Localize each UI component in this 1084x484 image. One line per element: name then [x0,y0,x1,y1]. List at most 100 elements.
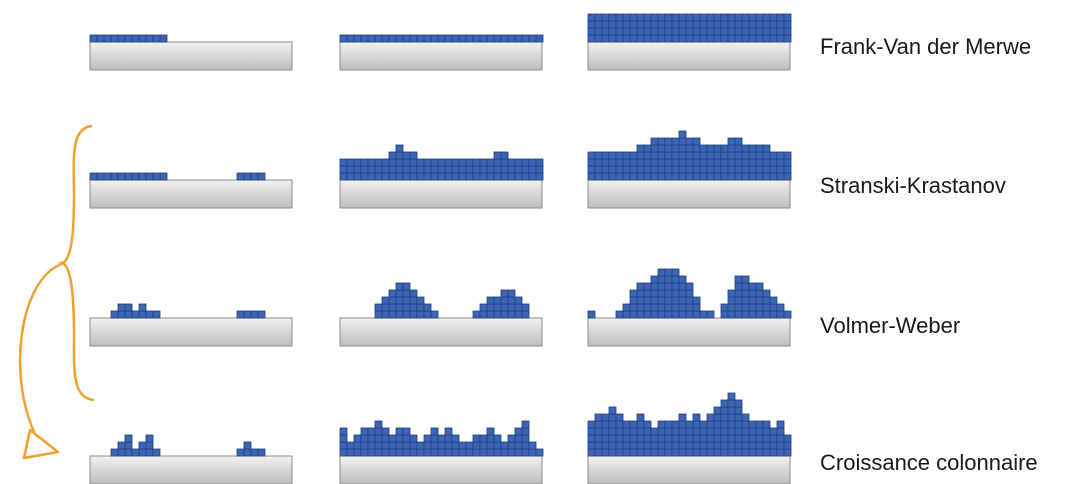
atom-block [608,427,617,436]
atom-block [152,34,161,43]
atom-block [762,296,771,305]
atom-block [437,165,446,174]
atom-block [535,448,544,457]
atom-block [755,441,764,450]
atom-block [678,296,687,305]
atom-block [776,303,785,312]
atom-block [250,172,259,181]
atom-block [741,434,750,443]
atom-block [479,172,488,181]
atom-block [741,448,750,457]
atom-block [388,310,397,319]
atom-block [257,310,266,319]
atom-block [720,20,729,29]
atom-block [500,448,509,457]
atom-block [409,165,418,174]
atom-block [727,434,736,443]
atom-block [594,434,603,443]
substrate [89,317,293,347]
atom-block [486,448,495,457]
atom-block [713,144,722,153]
atom-block [657,137,666,146]
atom-block [145,434,154,443]
atom-block [629,151,638,160]
atom-block [622,427,631,436]
atom-block [402,158,411,167]
atom-block [720,310,729,319]
atom-block [479,441,488,450]
atom-block [479,310,488,319]
atom-block [713,34,722,43]
atom-block [615,13,624,22]
atom-block [465,441,474,450]
atom-block [713,158,722,167]
atom-block [748,420,757,429]
atom-block [643,441,652,450]
atom-block [776,434,785,443]
atom-block [762,20,771,29]
substrate [339,317,543,347]
atom-block [110,34,119,43]
atom-block [423,448,432,457]
atom-block [741,144,750,153]
atom-block [650,165,659,174]
atom-block [402,441,411,450]
atom-block [514,165,523,174]
atom-block [713,448,722,457]
atom-block [514,434,523,443]
atom-block [769,151,778,160]
atom-block [381,165,390,174]
atom-block [402,448,411,457]
atom-block [416,34,425,43]
atom-block [615,151,624,160]
atom-block [699,144,708,153]
atom-block [507,434,516,443]
atom-block [685,282,694,291]
atom-block [636,20,645,29]
atom-block [713,434,722,443]
atom-block [500,165,509,174]
atom-block [636,34,645,43]
atom-block [783,434,792,443]
atom-block [479,34,488,43]
atom-block [720,434,729,443]
atom-block [713,420,722,429]
atom-block [374,165,383,174]
atom-block [657,282,666,291]
atom-block [493,303,502,312]
atom-block [423,158,432,167]
atom-block [521,448,530,457]
atom-block [734,448,743,457]
atom-block [755,427,764,436]
atom-block [706,144,715,153]
atom-block [138,34,147,43]
atom-block [748,13,757,22]
atom-block [353,448,362,457]
atom-block [713,172,722,181]
atom-block [622,158,631,167]
atom-block [124,448,133,457]
atom-block [678,144,687,153]
atom-block [381,427,390,436]
atom-block [783,172,792,181]
atom-block [458,441,467,450]
atom-block [664,303,673,312]
atom-block [657,289,666,298]
panel-row2-stage1 [339,282,543,347]
atom-block [622,151,631,160]
atom-block [388,296,397,305]
atom-block [636,165,645,174]
atom-block [657,20,666,29]
atom-block [650,172,659,181]
atom-block [528,165,537,174]
atom-block [671,137,680,146]
atom-block [430,165,439,174]
substrate [89,41,293,71]
atom-block [741,172,750,181]
atom-block [643,34,652,43]
atom-block [608,27,617,36]
atom-block [381,434,390,443]
atom-block [409,289,418,298]
atom-block [657,144,666,153]
atom-block [748,27,757,36]
